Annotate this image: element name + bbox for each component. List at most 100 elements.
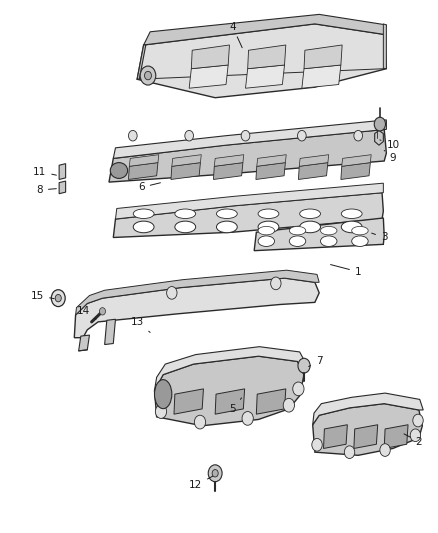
Circle shape xyxy=(283,398,294,412)
Text: 1: 1 xyxy=(330,264,360,277)
Polygon shape xyxy=(245,65,284,88)
Circle shape xyxy=(379,443,389,456)
Circle shape xyxy=(99,308,105,315)
Ellipse shape xyxy=(258,209,278,219)
Polygon shape xyxy=(298,163,327,180)
Polygon shape xyxy=(213,163,242,180)
Circle shape xyxy=(240,131,249,141)
Ellipse shape xyxy=(216,221,237,233)
Circle shape xyxy=(144,71,151,80)
Polygon shape xyxy=(129,155,159,166)
Polygon shape xyxy=(382,24,385,69)
Ellipse shape xyxy=(351,236,367,246)
Polygon shape xyxy=(256,389,285,414)
Circle shape xyxy=(140,66,155,85)
Circle shape xyxy=(343,446,354,458)
Circle shape xyxy=(184,131,193,141)
Circle shape xyxy=(51,290,65,306)
Ellipse shape xyxy=(154,379,171,409)
Ellipse shape xyxy=(258,227,274,235)
Ellipse shape xyxy=(340,221,361,233)
Circle shape xyxy=(297,131,305,141)
Polygon shape xyxy=(189,65,228,88)
Polygon shape xyxy=(171,155,201,166)
Circle shape xyxy=(166,287,177,299)
Polygon shape xyxy=(304,45,341,69)
Polygon shape xyxy=(256,155,286,166)
Polygon shape xyxy=(254,218,383,251)
Circle shape xyxy=(292,382,304,395)
Circle shape xyxy=(297,358,309,373)
Circle shape xyxy=(128,131,137,141)
Text: 11: 11 xyxy=(33,166,56,176)
Polygon shape xyxy=(301,65,340,88)
Text: 13: 13 xyxy=(130,317,150,333)
Circle shape xyxy=(241,411,253,425)
Polygon shape xyxy=(154,346,305,391)
Text: 9: 9 xyxy=(383,150,395,164)
Polygon shape xyxy=(312,403,421,455)
Polygon shape xyxy=(191,45,229,69)
Ellipse shape xyxy=(133,221,154,233)
Polygon shape xyxy=(78,335,89,351)
Polygon shape xyxy=(75,270,318,315)
Text: 2: 2 xyxy=(403,434,421,447)
Text: 8: 8 xyxy=(36,185,56,195)
Ellipse shape xyxy=(320,227,336,235)
Polygon shape xyxy=(143,14,385,45)
Polygon shape xyxy=(109,130,385,182)
Polygon shape xyxy=(59,181,65,193)
Ellipse shape xyxy=(351,227,367,235)
Ellipse shape xyxy=(133,209,154,219)
Polygon shape xyxy=(170,163,200,180)
Text: 3: 3 xyxy=(371,232,387,243)
Polygon shape xyxy=(383,425,407,448)
Ellipse shape xyxy=(216,209,237,219)
Ellipse shape xyxy=(340,209,361,219)
Polygon shape xyxy=(154,356,304,426)
Ellipse shape xyxy=(289,227,305,235)
Polygon shape xyxy=(137,24,385,98)
Polygon shape xyxy=(104,319,115,344)
Polygon shape xyxy=(340,163,370,180)
Polygon shape xyxy=(299,155,328,166)
Text: 7: 7 xyxy=(308,357,322,367)
Ellipse shape xyxy=(258,221,278,233)
Polygon shape xyxy=(214,155,243,166)
Polygon shape xyxy=(312,393,422,425)
Circle shape xyxy=(212,470,218,477)
Circle shape xyxy=(311,439,321,451)
Ellipse shape xyxy=(289,236,305,246)
Polygon shape xyxy=(255,163,285,180)
Polygon shape xyxy=(353,425,377,448)
Polygon shape xyxy=(341,155,371,166)
Ellipse shape xyxy=(299,209,320,219)
Polygon shape xyxy=(137,45,145,79)
Polygon shape xyxy=(74,278,318,338)
Circle shape xyxy=(270,277,280,290)
Text: 6: 6 xyxy=(138,182,160,192)
Ellipse shape xyxy=(320,236,336,246)
Circle shape xyxy=(208,465,222,482)
Circle shape xyxy=(194,415,205,429)
Text: 4: 4 xyxy=(229,21,242,48)
Circle shape xyxy=(412,414,422,427)
Ellipse shape xyxy=(174,209,195,219)
Polygon shape xyxy=(113,192,382,238)
Circle shape xyxy=(55,294,61,302)
Text: 5: 5 xyxy=(229,398,241,414)
Text: 15: 15 xyxy=(31,290,54,301)
Polygon shape xyxy=(115,183,382,219)
Circle shape xyxy=(155,405,166,418)
Text: 10: 10 xyxy=(379,140,399,150)
Ellipse shape xyxy=(299,221,320,233)
Circle shape xyxy=(373,117,385,131)
Polygon shape xyxy=(59,164,65,180)
Polygon shape xyxy=(173,389,203,414)
Text: 14: 14 xyxy=(76,306,96,319)
Polygon shape xyxy=(323,425,346,448)
Circle shape xyxy=(409,429,420,442)
Polygon shape xyxy=(215,389,244,414)
Polygon shape xyxy=(247,45,285,69)
Ellipse shape xyxy=(174,221,195,233)
